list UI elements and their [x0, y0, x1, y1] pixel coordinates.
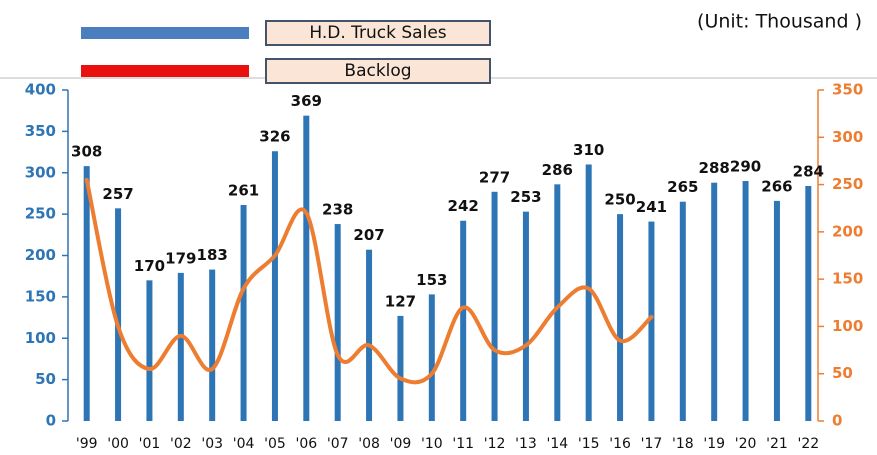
- y2-tick-label: 300: [832, 128, 863, 146]
- y-tick-label: 0: [46, 412, 56, 430]
- x-tick-label: '13: [515, 436, 537, 452]
- value-label: 241: [636, 198, 667, 216]
- value-label: 127: [385, 292, 416, 310]
- x-tick-label: '16: [609, 436, 631, 452]
- bar: [303, 115, 310, 421]
- value-label: 286: [542, 161, 573, 179]
- bar: [742, 181, 749, 421]
- bar: [397, 315, 404, 421]
- value-label: 179: [165, 249, 196, 267]
- value-label: 170: [134, 257, 165, 275]
- value-label: 207: [353, 226, 384, 244]
- x-tick-label: '01: [139, 436, 161, 452]
- x-tick-label: '07: [327, 436, 349, 452]
- bar: [522, 211, 529, 421]
- x-tick-label: '10: [421, 436, 443, 452]
- bar: [491, 191, 498, 421]
- bar: [177, 272, 184, 421]
- unit-note: (Unit: Thousand ): [697, 11, 862, 33]
- value-label: 242: [448, 197, 479, 215]
- y2-tick-label: 350: [832, 81, 863, 99]
- value-label: 238: [322, 201, 353, 219]
- bar: [366, 249, 373, 421]
- bar: [773, 200, 780, 421]
- backlog-line: [84, 177, 654, 385]
- legend-box: [265, 20, 491, 46]
- y-tick-label: 400: [25, 81, 56, 99]
- y2-tick-label: 0: [832, 412, 842, 430]
- x-tick-label: '12: [484, 436, 506, 452]
- legend-swatch: [81, 65, 249, 77]
- bar: [146, 280, 153, 421]
- bar: [334, 224, 341, 421]
- y-tick-label: 300: [25, 163, 56, 181]
- x-tick-label: '00: [107, 436, 129, 452]
- x-tick-label: '03: [201, 436, 223, 452]
- value-label: 261: [228, 182, 259, 200]
- x-tick-label: '20: [735, 436, 757, 452]
- value-label: 288: [699, 159, 730, 177]
- bar: [240, 205, 247, 421]
- x-tick-label: '14: [546, 436, 568, 452]
- bar: [585, 164, 592, 421]
- bar: [617, 214, 624, 421]
- value-label: 253: [510, 188, 541, 206]
- x-tick-label: '05: [264, 436, 286, 452]
- x-tick-label: '99: [76, 436, 98, 452]
- bar: [648, 221, 655, 421]
- bar: [271, 151, 278, 422]
- y-tick-label: 250: [25, 205, 56, 223]
- bar: [711, 182, 718, 421]
- value-label: 369: [291, 92, 322, 110]
- x-tick-label: '04: [233, 436, 255, 452]
- y-tick-label: 50: [35, 370, 56, 388]
- y2-tick-label: 250: [832, 175, 863, 193]
- bar: [209, 269, 216, 421]
- value-label: 308: [71, 143, 102, 161]
- bar: [115, 208, 122, 421]
- bar: [428, 294, 435, 421]
- x-tick-label: '08: [358, 436, 380, 452]
- legend-label: Backlog: [344, 61, 411, 81]
- x-tick-label: '22: [797, 436, 819, 452]
- y2-tick-label: 200: [832, 222, 863, 240]
- value-label: 183: [197, 246, 228, 264]
- bar: [83, 166, 90, 421]
- x-tick-label: '19: [703, 436, 725, 452]
- bar: [805, 185, 812, 421]
- value-label: 277: [479, 168, 510, 186]
- x-tick-label: '17: [641, 436, 663, 452]
- x-tick-label: '09: [390, 436, 412, 452]
- x-tick-label: '11: [452, 436, 474, 452]
- value-label: 326: [259, 128, 290, 146]
- value-label: 265: [667, 178, 698, 196]
- x-tick-label: '02: [170, 436, 192, 452]
- value-label: 284: [793, 162, 824, 180]
- value-label: 310: [573, 141, 604, 159]
- y-tick-label: 350: [25, 122, 56, 140]
- x-tick-label: '06: [295, 436, 317, 452]
- bar: [679, 201, 686, 421]
- x-tick-label: '18: [672, 436, 694, 452]
- value-label: 290: [730, 158, 761, 176]
- y2-tick-label: 150: [832, 270, 863, 288]
- legend-box: [265, 58, 491, 84]
- value-label: 153: [416, 271, 447, 289]
- legend-swatch: [81, 27, 249, 39]
- legend-label: H.D. Truck Sales: [309, 23, 446, 43]
- y2-tick-label: 100: [832, 317, 863, 335]
- bar: [460, 220, 467, 421]
- y-tick-label: 100: [25, 329, 56, 347]
- y-tick-label: 150: [25, 287, 56, 305]
- bar: [554, 184, 561, 421]
- y2-tick-label: 50: [832, 364, 853, 382]
- value-label: 250: [604, 191, 635, 209]
- value-label: 266: [761, 177, 792, 195]
- x-tick-label: '15: [578, 436, 600, 452]
- y-tick-label: 200: [25, 246, 56, 264]
- value-label: 257: [102, 185, 133, 203]
- x-tick-label: '21: [766, 436, 788, 452]
